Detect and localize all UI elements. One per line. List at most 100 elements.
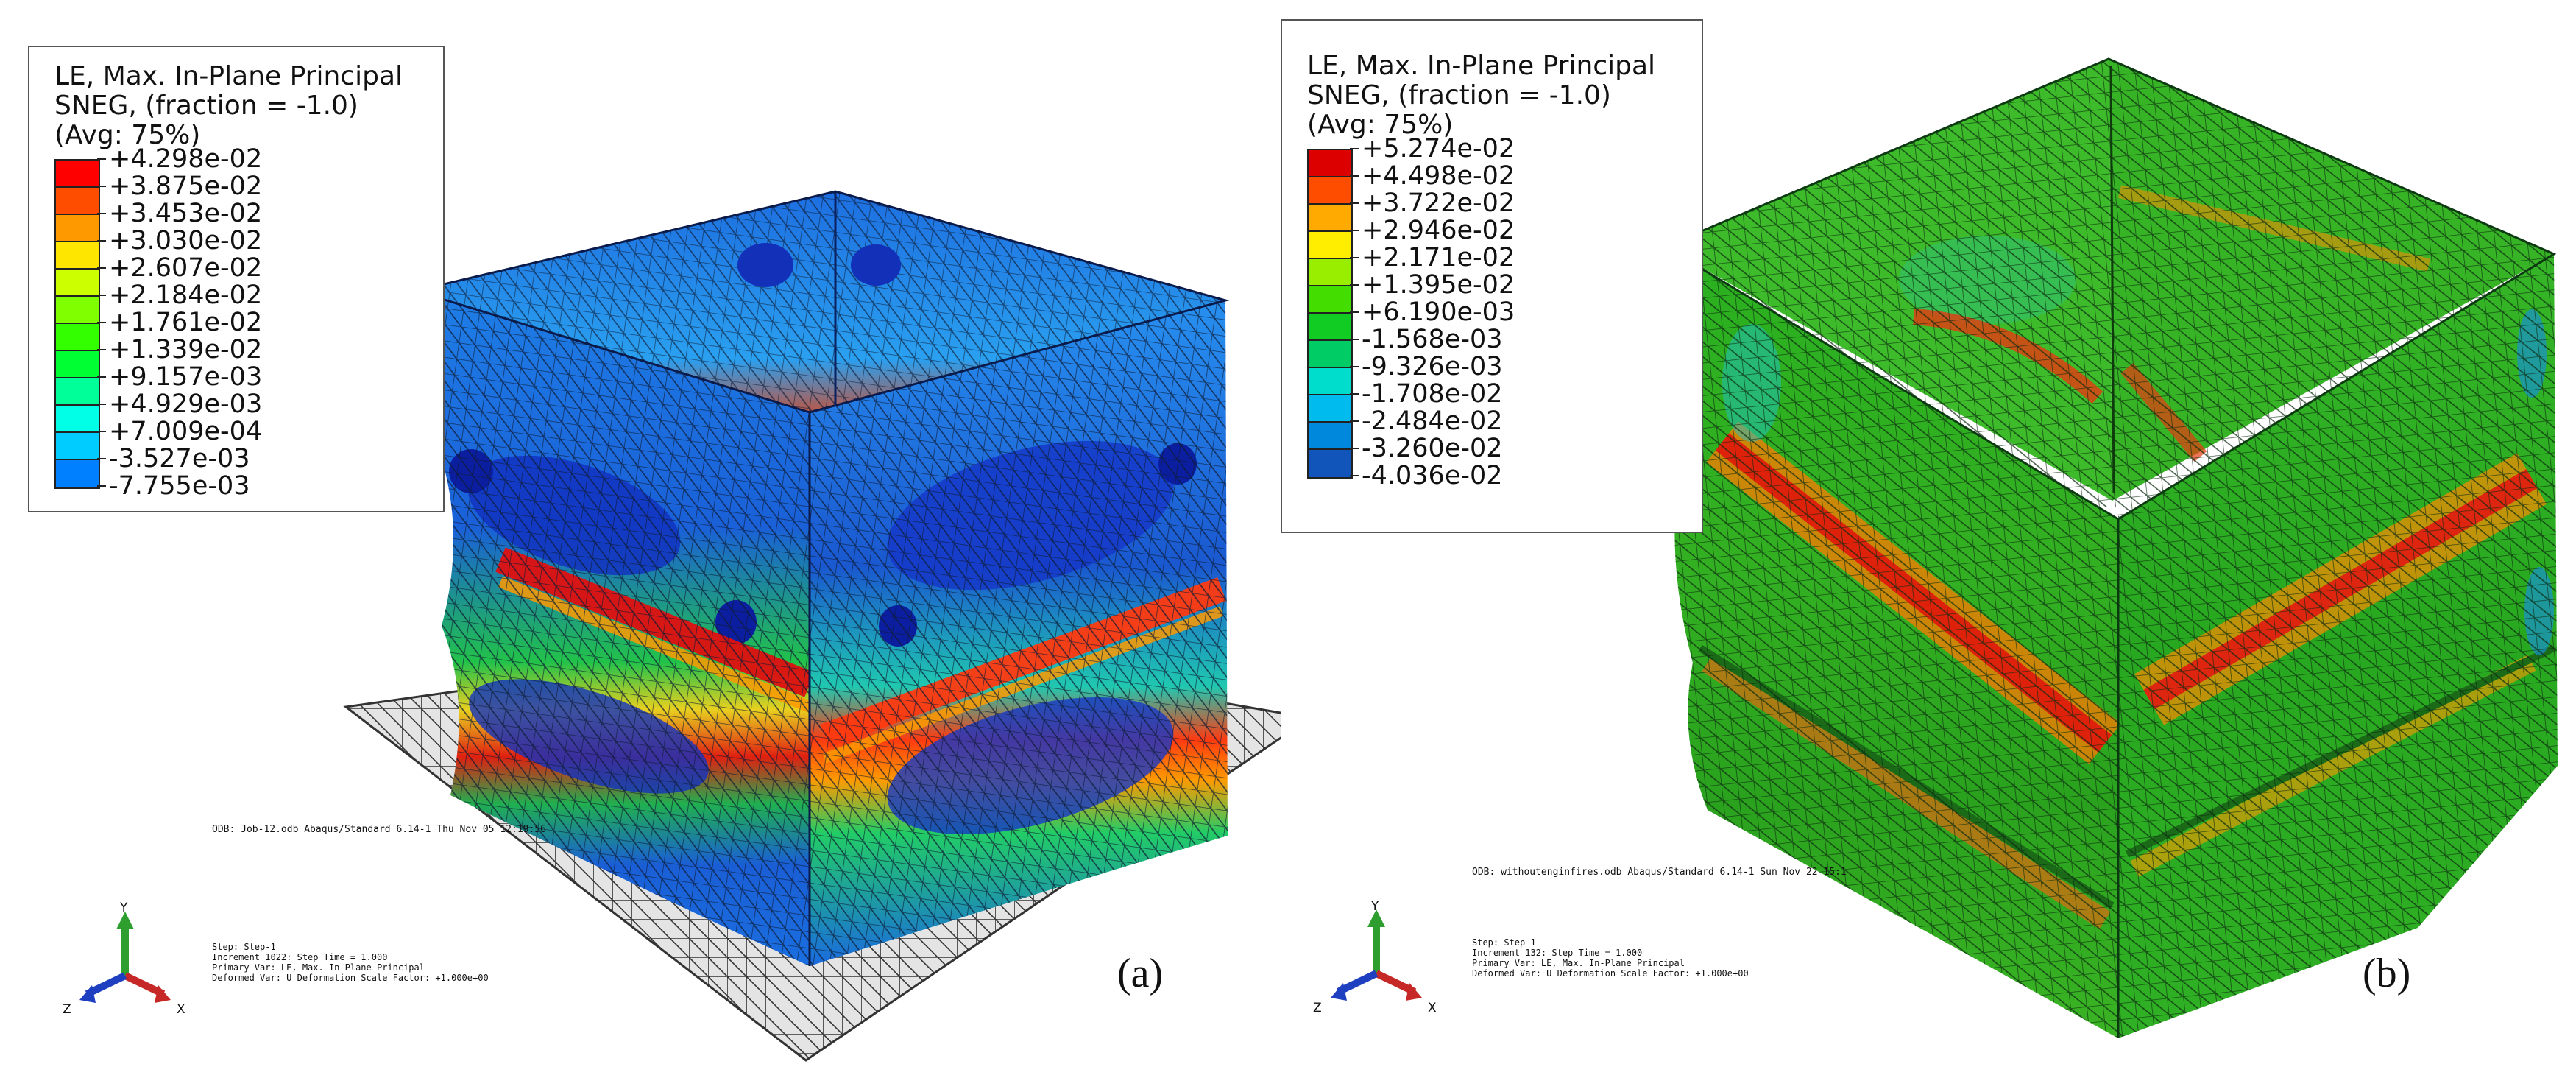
- legend-tick: [97, 213, 106, 214]
- legend-value: -2.484e-02: [1362, 406, 1503, 436]
- legend-swatch: [54, 268, 100, 297]
- legend-title: LE, Max. In-Plane Principal: [1307, 51, 1656, 81]
- legend-tick: [97, 376, 106, 378]
- coordinate-triad: Y Z X: [1313, 899, 1437, 1015]
- legend-value: +5.274e-02: [1362, 134, 1515, 163]
- legend-swatch: [1307, 176, 1353, 205]
- legend-swatch: [54, 377, 100, 406]
- legend-tick: [97, 295, 106, 296]
- subfigure-label-a: (a): [1117, 951, 1164, 996]
- legend-value: +9.157e-03: [109, 362, 263, 392]
- x-axis-label: X: [177, 1002, 185, 1017]
- legend-swatch: [1307, 339, 1353, 368]
- legend-swatch: [54, 431, 100, 460]
- legend-value: +4.498e-02: [1362, 161, 1515, 191]
- legend-tick: [1350, 175, 1359, 177]
- odb-info-block: ODB: Job-12.odb Abaqus/Standard 6.14-1 T…: [212, 824, 546, 983]
- legend-tick: [97, 404, 106, 405]
- y-axis-label: Y: [119, 901, 128, 915]
- legend-swatch: [54, 323, 100, 351]
- legend-tick: [1350, 420, 1359, 422]
- legend-tick: [1350, 475, 1359, 476]
- x-axis-arrow: [1374, 970, 1417, 996]
- legend-value: +1.339e-02: [109, 335, 263, 364]
- legend-tick: [1350, 311, 1359, 313]
- step-line: Deformed Var: U Deformation Scale Factor…: [1472, 968, 1749, 979]
- legend-value: +2.171e-02: [1362, 243, 1515, 272]
- odb-line: ODB: withoutenginfires.odb Abaqus/Standa…: [1472, 867, 1847, 878]
- legend-value: +3.722e-02: [1362, 189, 1515, 218]
- z-axis-label: Z: [1313, 1001, 1322, 1015]
- legend-value: -4.036e-02: [1362, 461, 1503, 490]
- right-outer-wall: [810, 300, 1228, 966]
- step-line: Deformed Var: U Deformation Scale Factor…: [212, 973, 489, 983]
- step-line: Primary Var: LE, Max. In-Plane Principal: [1472, 958, 1685, 968]
- subfigure-label-b: (b): [2363, 951, 2411, 996]
- legend-swatch: [1307, 285, 1353, 314]
- legend-value: -9.326e-03: [1362, 352, 1503, 381]
- legend-swatch: [1307, 312, 1353, 341]
- legend-subtitle: SNEG, (fraction = -1.0): [1307, 80, 1611, 110]
- legend-tick: [1350, 148, 1359, 149]
- legend-swatch: [1307, 367, 1353, 395]
- legend-swatch: [1307, 448, 1353, 479]
- legend-tick: [1350, 339, 1359, 340]
- legend-tick: [97, 349, 106, 350]
- coordinate-triad: Y Z X: [63, 901, 185, 1017]
- legend-swatch: [54, 241, 100, 270]
- x-axis-label: X: [1428, 1001, 1437, 1015]
- legend-swatch: [54, 295, 100, 324]
- legend-tick: [97, 431, 106, 432]
- right-outer-wall: [2118, 254, 2558, 1038]
- legend-avg: (Avg: 75%): [54, 120, 201, 150]
- legend-tick: [1350, 230, 1359, 231]
- legend-value: -7.755e-03: [109, 471, 250, 501]
- box-edges: [411, 190, 1230, 966]
- box-edges: [1662, 57, 2557, 1038]
- step-line: Primary Var: LE, Max. In-Plane Principal: [212, 962, 425, 973]
- legend-tick: [97, 485, 106, 487]
- step-line: Increment 1022: Step Time = 1.000: [212, 952, 387, 962]
- legend-panel-b: LE, Max. In-Plane Principal SNEG, (fract…: [1281, 19, 1703, 533]
- legend-tick: [1350, 448, 1359, 449]
- legend-swatch: [1307, 258, 1353, 286]
- legend-panel-a: LE, Max. In-Plane Principal SNEG, (fract…: [28, 46, 445, 512]
- legend-title: LE, Max. In-Plane Principal: [54, 61, 403, 91]
- legend-swatch: [1307, 203, 1353, 232]
- legend-tick: [97, 240, 106, 242]
- legend-value: +2.946e-02: [1362, 216, 1515, 245]
- legend-swatch: [54, 459, 100, 489]
- step-line: Increment 132: Step Time = 1.000: [1472, 948, 1642, 958]
- legend-value: +6.190e-03: [1362, 297, 1515, 327]
- legend-value: +1.395e-02: [1362, 270, 1515, 300]
- z-axis-arrow: [1336, 970, 1379, 996]
- legend-value: +2.607e-02: [109, 253, 263, 283]
- panel-a-model-view: ODB: Job-12.odb Abaqus/Standard 6.14-1 T…: [63, 190, 1281, 1062]
- inner-walls: [1665, 59, 2554, 519]
- legend-value: +1.761e-02: [109, 308, 263, 337]
- legend-swatch: [54, 186, 100, 215]
- legend-tick: [97, 158, 106, 160]
- legend-value: -1.708e-02: [1362, 379, 1503, 409]
- legend-avg: (Avg: 75%): [1307, 110, 1454, 140]
- legend-value: +3.875e-02: [109, 172, 263, 201]
- legend-swatch: [1307, 421, 1353, 450]
- z-axis-label: Z: [63, 1002, 71, 1017]
- legend-tick: [1350, 257, 1359, 258]
- panel-a: ODB: Job-12.odb Abaqus/Standard 6.14-1 T…: [0, 0, 1281, 1078]
- legend-subtitle: SNEG, (fraction = -1.0): [54, 91, 358, 121]
- legend-tick: [97, 322, 106, 323]
- legend-value: +2.184e-02: [109, 281, 263, 310]
- legend-tick: [97, 458, 106, 459]
- panel-b: ODB: withoutenginfires.odb Abaqus/Standa…: [1281, 0, 2576, 1078]
- z-axis-arrow: [85, 972, 127, 998]
- step-line: Step: Step-1: [212, 942, 276, 952]
- legend-swatch: [1307, 230, 1353, 259]
- legend-value: -3.527e-03: [109, 444, 250, 473]
- legend-value: +4.929e-03: [109, 390, 263, 419]
- legend-swatch: [1307, 149, 1353, 177]
- legend-tick: [97, 186, 106, 187]
- legend-tick: [1350, 202, 1359, 204]
- legend-swatch: [54, 404, 100, 433]
- step-line: Step: Step-1: [1472, 937, 1536, 948]
